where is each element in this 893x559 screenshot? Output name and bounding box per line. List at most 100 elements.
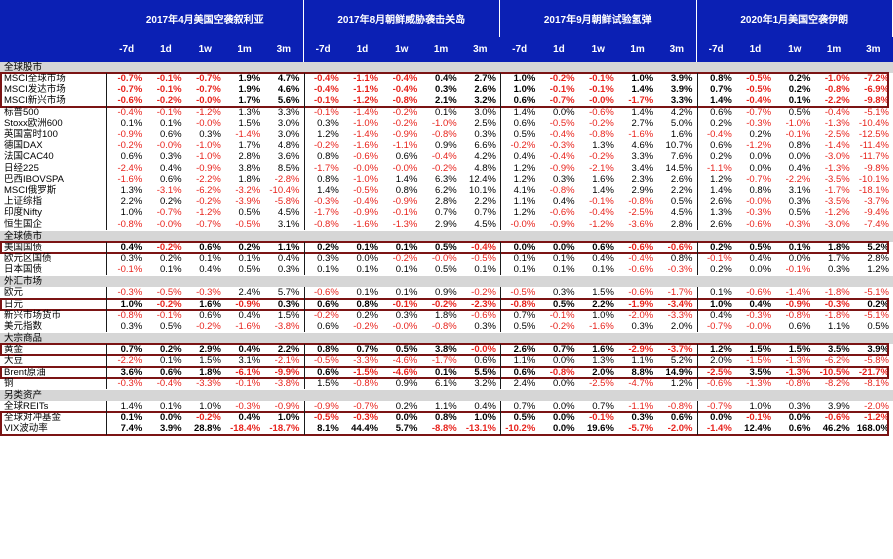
data-cell: 0.5% — [435, 241, 457, 253]
data-cell: 0.5% — [513, 321, 536, 332]
data-cell: -18.1% — [858, 185, 889, 196]
data-cell: -1.9% — [628, 298, 654, 310]
data-cell: -1.7% — [313, 207, 339, 219]
data-cell: 0.8% — [710, 73, 732, 84]
data-cell: -2.5% — [824, 129, 850, 140]
column-divider — [106, 73, 107, 230]
data-cell: -0.3% — [785, 218, 811, 230]
row-label: MSCI发达市场 — [4, 84, 66, 96]
data-cell: 0.6% — [159, 129, 182, 140]
data-cell: 3.5% — [749, 366, 772, 378]
row-label: 日经225 — [4, 162, 39, 174]
data-cell: 1.8% — [828, 241, 850, 253]
data-cell: 0.0% — [788, 253, 811, 264]
data-cell: 0.4% — [474, 401, 496, 412]
data-cell: -0.0% — [156, 218, 182, 230]
row-label: 巴西IBOVSPA — [4, 173, 65, 185]
data-cell: 4.5% — [474, 218, 496, 230]
row-label: 美元指数 — [4, 321, 43, 332]
data-cell: -2.9% — [628, 344, 654, 356]
data-cell: -9.8% — [864, 162, 889, 174]
data-cell: 2.2% — [474, 196, 496, 208]
horizon-header: -7d — [303, 37, 343, 62]
data-cell: 0.3% — [395, 309, 418, 321]
data-cell: -0.1% — [156, 309, 182, 321]
data-cell: -0.9% — [392, 196, 418, 208]
data-cell: 0.6% — [788, 423, 811, 435]
data-cell: 14.5% — [665, 162, 693, 174]
data-cell: -0.0% — [746, 321, 772, 332]
data-cell: 0.5% — [552, 298, 575, 310]
column-divider — [696, 73, 698, 230]
data-cell: -0.7% — [117, 84, 143, 96]
data-cell: 1.4% — [513, 106, 536, 118]
data-cell: -2.5% — [706, 366, 732, 378]
data-cell: -0.8% — [549, 366, 575, 378]
data-cell: 0.3% — [120, 321, 143, 332]
data-cell: 1.9% — [238, 84, 261, 96]
data-cell: 0.1% — [199, 253, 221, 264]
data-cell: -9.9% — [274, 366, 300, 378]
data-cell: 3.6% — [120, 366, 143, 378]
data-cell: 0.1% — [592, 264, 614, 276]
data-cell: -3.0% — [824, 151, 850, 163]
data-cell: 6.3% — [435, 173, 457, 185]
data-cell: -7.2% — [864, 73, 889, 84]
data-cell: -0.8% — [785, 309, 811, 321]
data-cell: 0.2% — [788, 73, 811, 84]
data-cell: 0.1% — [238, 253, 261, 264]
data-cell: -0.2% — [117, 140, 143, 152]
data-cell: -3.9% — [235, 196, 261, 208]
data-cell: 0.5% — [788, 207, 811, 219]
data-cell: 0.0% — [395, 412, 418, 424]
data-cell: -0.0% — [510, 218, 536, 230]
data-cell: 0.1% — [395, 264, 418, 276]
data-cell: 28.8% — [193, 423, 221, 435]
data-cell: 6.2% — [435, 185, 457, 196]
data-cell: 0.4% — [238, 412, 261, 424]
data-cell: 0.3% — [788, 401, 811, 412]
data-cell: 0.1% — [788, 241, 811, 253]
data-cell: 12.4% — [469, 173, 496, 185]
data-cell: 3.9% — [670, 73, 693, 84]
column-divider — [303, 344, 305, 389]
data-cell: -0.2% — [431, 298, 457, 310]
data-cell: 0.6% — [474, 355, 496, 367]
data-cell: 2.6% — [710, 218, 732, 230]
data-cell: -13.1% — [465, 423, 496, 435]
data-cell: 0.6% — [395, 151, 418, 163]
data-cell: 0.1% — [474, 264, 496, 276]
data-cell: -1.3% — [824, 117, 850, 129]
data-cell: 0.2% — [159, 253, 182, 264]
data-cell: 0.3% — [435, 84, 457, 96]
data-cell: 0.6% — [513, 117, 536, 129]
column-divider — [500, 73, 501, 230]
data-cell: 0.1% — [120, 412, 143, 424]
data-cell: 1.8% — [238, 173, 261, 185]
data-cell: -0.2% — [313, 140, 339, 152]
data-cell: -2.2% — [785, 173, 811, 185]
data-cell: 0.0% — [552, 412, 575, 424]
data-cell: -0.4% — [392, 84, 418, 96]
data-cell: 0.3% — [277, 298, 300, 310]
data-cell: -1.2% — [864, 412, 889, 424]
data-cell: 0.2% — [356, 309, 379, 321]
data-cell: -4.6% — [392, 366, 418, 378]
data-cell: -0.3% — [746, 117, 772, 129]
data-cell: 2.8% — [238, 151, 261, 163]
data-cell: -3.7% — [864, 196, 889, 208]
data-cell: 0.2% — [395, 401, 418, 412]
data-cell: -0.7% — [746, 173, 772, 185]
data-cell: -0.1% — [392, 207, 418, 219]
data-cell: 2.6% — [474, 84, 496, 96]
data-cell: 5.6% — [277, 95, 300, 107]
data-cell: -0.4% — [353, 196, 379, 208]
data-cell: 0.8% — [749, 185, 772, 196]
data-cell: 2.2% — [670, 185, 693, 196]
data-cell: 0.7% — [474, 207, 496, 219]
data-cell: -0.1% — [392, 298, 418, 310]
data-cell: -0.7% — [706, 321, 732, 332]
data-cell: -0.5% — [156, 287, 182, 299]
data-cell: 3.9% — [828, 401, 850, 412]
data-cell: 0.0% — [159, 412, 182, 424]
